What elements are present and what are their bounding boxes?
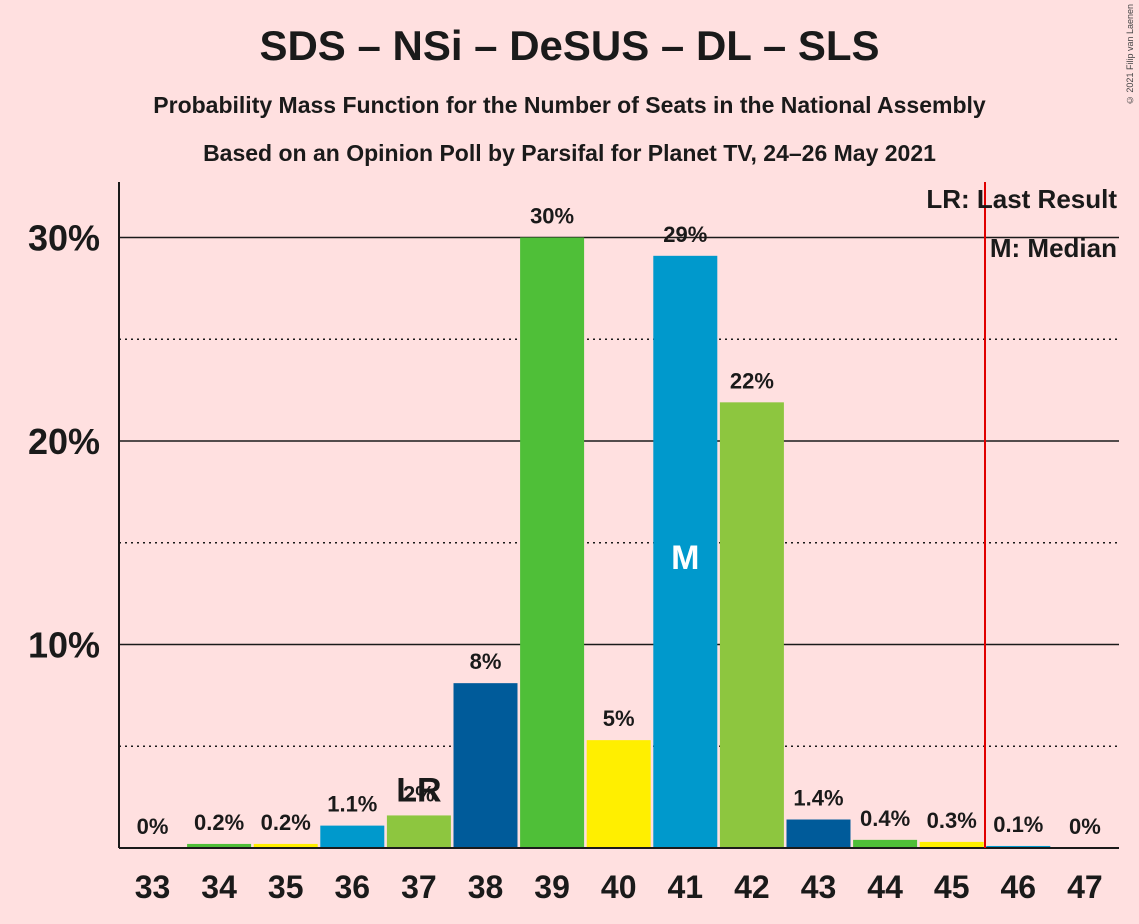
bar-seats-37 <box>386 815 451 848</box>
x-tick-label: 34 <box>201 869 237 905</box>
x-tick-label: 38 <box>468 869 504 905</box>
x-tick-label: 41 <box>668 869 704 905</box>
data-label-33: 0% <box>137 814 169 839</box>
data-label-41: 29% <box>663 222 707 247</box>
data-label-42: 22% <box>730 368 774 393</box>
data-label-43: 1.4% <box>793 786 843 811</box>
bar-seats-35 <box>253 843 318 848</box>
bar-seats-45 <box>919 841 984 848</box>
legend-last-result: LR: Last Result <box>926 184 1117 214</box>
bar-seats-38 <box>453 683 518 848</box>
x-tick-label: 42 <box>734 869 770 905</box>
x-tick-label: 36 <box>335 869 371 905</box>
x-tick-label: 46 <box>1001 869 1037 905</box>
data-label-40: 5% <box>603 706 635 731</box>
x-tick-label: 33 <box>135 869 171 905</box>
data-label-47: 0% <box>1069 814 1101 839</box>
bar-seats-46 <box>986 845 1051 848</box>
data-label-35: 0.2% <box>261 810 311 835</box>
x-tick-label: 47 <box>1067 869 1103 905</box>
chart-subtitle-1: Probability Mass Function for the Number… <box>153 92 986 118</box>
bar-seats-40 <box>586 740 651 848</box>
x-tick-label: 43 <box>801 869 837 905</box>
x-tick-label: 45 <box>934 869 970 905</box>
x-tick-label: 37 <box>401 869 437 905</box>
y-tick-label: 20% <box>28 421 100 462</box>
x-tick-label: 40 <box>601 869 637 905</box>
data-label-34: 0.2% <box>194 810 244 835</box>
x-tick-label: 44 <box>867 869 903 905</box>
data-label-45: 0.3% <box>927 808 977 833</box>
data-label-36: 1.1% <box>327 792 377 817</box>
bar-seats-44 <box>853 839 918 848</box>
data-label-46: 0.1% <box>993 812 1043 837</box>
y-tick-label: 10% <box>28 625 100 666</box>
bar-seats-41 <box>653 255 718 848</box>
bar-seats-43 <box>786 819 851 848</box>
bar-seats-42 <box>719 402 784 848</box>
bar-seats-36 <box>320 825 385 848</box>
chart-title: SDS – NSi – DeSUS – DL – SLS <box>259 22 880 69</box>
median-marker: M <box>671 539 699 577</box>
bar-seats-39 <box>520 237 585 848</box>
last-result-marker: LR <box>396 771 441 809</box>
chart-subtitle-2: Based on an Opinion Poll by Parsifal for… <box>203 140 936 166</box>
x-tick-label: 35 <box>268 869 304 905</box>
legend-median: M: Median <box>990 233 1117 263</box>
bar-seats-34 <box>187 843 252 848</box>
x-tick-label: 39 <box>534 869 570 905</box>
data-label-39: 30% <box>530 204 574 229</box>
data-label-38: 8% <box>470 649 502 674</box>
data-label-44: 0.4% <box>860 806 910 831</box>
y-tick-label: 30% <box>28 218 100 259</box>
data-label-37: 2% <box>403 781 435 806</box>
